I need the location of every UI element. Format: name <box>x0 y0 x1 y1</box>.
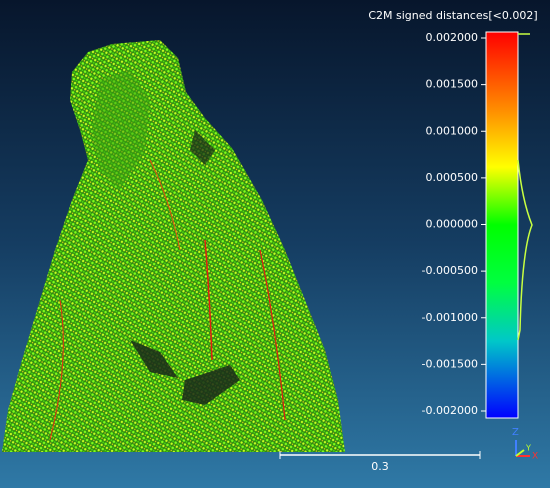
color-scale-bar <box>485 31 519 419</box>
scale-tick-label: 0.001000 <box>426 124 479 137</box>
scale-bar-label: 0.3 <box>371 460 389 473</box>
scale-ticks: 0.002000 0.001500 0.001000 0.000500 0.000000… <box>422 31 486 417</box>
scale-tick-label: 0.000000 <box>426 218 479 231</box>
axis-gizmo: Z X Y <box>512 427 538 462</box>
scale-title: C2M signed distances[<0.002] <box>368 9 537 22</box>
scale-tick-label: 0.000500 <box>426 171 479 184</box>
axis-y-label: Y <box>525 444 531 453</box>
axis-z-label: Z <box>512 427 519 438</box>
scale-bar: 0.3 <box>279 451 481 473</box>
scale-tick-label: -0.001000 <box>422 311 478 324</box>
scale-tick-label: 0.001500 <box>426 78 479 91</box>
scale-tick-label: -0.002000 <box>422 404 478 417</box>
scale-tick-label: 0.002000 <box>426 31 479 44</box>
scale-tick-label: -0.001500 <box>422 357 478 370</box>
point-cloud <box>2 40 345 452</box>
scale-tick-label: -0.000500 <box>422 264 478 277</box>
axis-x-label: X <box>532 452 538 462</box>
histogram <box>517 33 533 341</box>
